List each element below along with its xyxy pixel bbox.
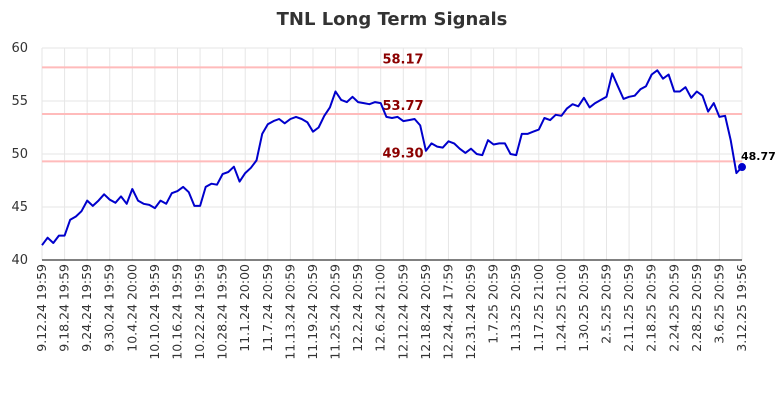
x-tick-label: 2.24.25 20:59 bbox=[666, 264, 681, 352]
x-tick-label: 11.13.24 20:59 bbox=[282, 264, 297, 360]
x-tick-label: 11.1.24 20:00 bbox=[237, 264, 252, 352]
x-tick-label: 12.18.24 20:59 bbox=[418, 264, 433, 360]
x-tick-label: 10.4.24 20:00 bbox=[124, 264, 139, 352]
x-tick-label: 11.25.24 20:59 bbox=[328, 264, 343, 360]
grid bbox=[41, 47, 743, 261]
series: 48.77 bbox=[41, 69, 776, 246]
x-tick-label: 10.28.24 19:59 bbox=[215, 264, 230, 360]
x-tick-label: 9.30.24 19:59 bbox=[102, 264, 117, 352]
x-tick-label: 1.17.25 21:00 bbox=[531, 264, 546, 352]
x-tick-label: 2.28.25 20:59 bbox=[689, 264, 704, 352]
x-tick-label: 12.2.24 20:59 bbox=[350, 264, 365, 352]
x-tick-label: 10.16.24 19:59 bbox=[169, 264, 184, 360]
x-tick-label: 3.12.25 19:56 bbox=[734, 264, 749, 352]
x-tick-label: 12.6.24 21:00 bbox=[373, 264, 388, 352]
y-tick-label: 60 bbox=[11, 41, 28, 56]
x-tick-label: 3.6.25 20:59 bbox=[711, 264, 726, 344]
signal-levels: 58.17 53.77 49.30 bbox=[42, 52, 742, 163]
x-tick-label: 11.7.24 20:59 bbox=[260, 264, 275, 352]
last-value-label: 48.77 bbox=[741, 150, 776, 163]
x-tick-label: 9.18.24 19:59 bbox=[57, 264, 72, 352]
x-tick-label: 9.24.24 19:59 bbox=[79, 264, 94, 352]
y-tick-label: 50 bbox=[11, 147, 28, 162]
x-tick-label: 12.24.24 17:59 bbox=[440, 264, 455, 360]
x-tick-label: 2.18.25 20:59 bbox=[644, 264, 659, 352]
x-tick-label: 9.12.24 19:59 bbox=[34, 264, 49, 352]
y-tick-label: 45 bbox=[11, 200, 28, 215]
y-tick-label: 55 bbox=[11, 94, 28, 109]
signal-level-label: 49.30 bbox=[382, 146, 423, 161]
x-tick-label: 2.5.25 20:59 bbox=[599, 264, 614, 344]
signal-level-label: 58.17 bbox=[382, 52, 423, 67]
x-tick-label: 11.19.24 20:59 bbox=[305, 264, 320, 360]
x-tick-label: 10.10.24 19:59 bbox=[147, 264, 162, 360]
price-line bbox=[41, 69, 743, 246]
chart-title: TNL Long Term Signals bbox=[277, 9, 508, 30]
last-point-marker bbox=[738, 163, 746, 172]
x-tick-label: 1.24.25 21:00 bbox=[553, 264, 568, 352]
x-tick-label: 12.31.24 20:59 bbox=[463, 264, 478, 360]
x-tick-label: 1.30.25 20:59 bbox=[576, 264, 591, 352]
x-tick-label: 2.11.25 20:59 bbox=[621, 264, 636, 352]
x-tick-label: 12.12.24 20:59 bbox=[395, 264, 410, 360]
x-tick-label: 1.7.25 20:59 bbox=[486, 264, 501, 344]
signal-level-label: 53.77 bbox=[382, 99, 423, 114]
axes: 40 45 50 55 60 9.12.24 19:59 9.18.24 19:59 9.24… bbox=[11, 41, 749, 360]
x-tick-label: 10.22.24 19:59 bbox=[192, 264, 207, 360]
y-tick-label: 40 bbox=[11, 253, 28, 268]
x-tick-label: 1.13.25 20:59 bbox=[508, 264, 523, 352]
